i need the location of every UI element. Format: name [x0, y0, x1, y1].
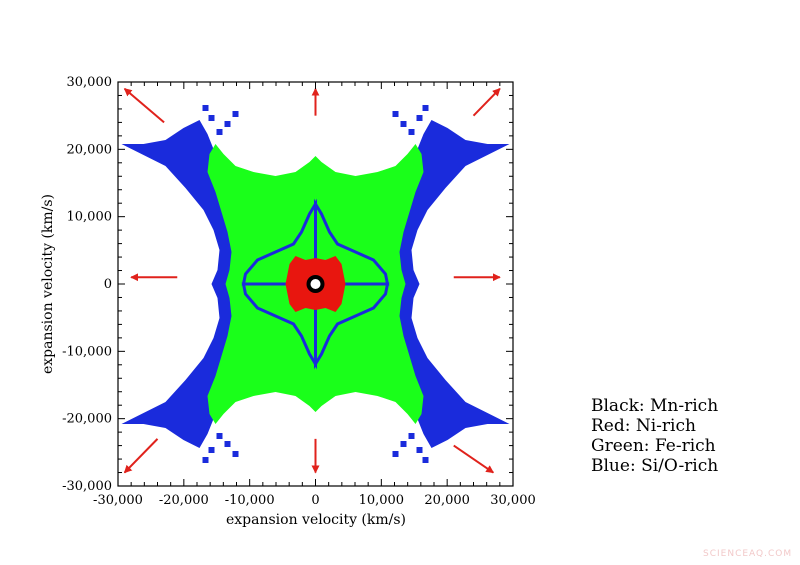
si-o-clump	[422, 105, 429, 111]
si-o-clump	[408, 433, 415, 439]
si-o-clump	[408, 129, 415, 135]
x-tick-label: 10,000	[359, 493, 405, 508]
si-o-clump	[416, 447, 423, 453]
x-tick-labels: -30,000 -20,000 -10,000 0 10,000 20,000 30,000	[93, 493, 536, 508]
abundance-map	[121, 105, 510, 463]
y-tick-label: 20,000	[67, 142, 113, 157]
si-o-clump	[202, 457, 209, 463]
x-axis-title: expansion velocity (km/s)	[226, 512, 406, 528]
si-o-clump	[400, 441, 407, 447]
x-tick-label: -30,000	[93, 493, 143, 508]
si-o-clump	[232, 451, 239, 457]
legend: Black: Mn-rich Red: Ni-rich Green: Fe-ri…	[591, 396, 718, 476]
x-tick-label: 0	[311, 493, 319, 508]
legend-entry-ni: Red: Ni-rich	[591, 416, 696, 436]
x-tick-label: -10,000	[225, 493, 275, 508]
si-o-clump	[392, 111, 399, 117]
si-o-clump	[232, 111, 239, 117]
y-tick-label: 30,000	[67, 75, 113, 90]
y-tick-labels: 30,000 20,000 10,000 0 -10,000 -20,000 -30,000	[62, 75, 112, 494]
expansion-arrow	[123, 87, 165, 124]
si-o-clump	[224, 441, 231, 447]
axis-ticks	[117, 81, 514, 487]
x-tick-label: 20,000	[424, 493, 470, 508]
legend-entry-mn: Black: Mn-rich	[591, 396, 719, 416]
region-si-o-filaments	[241, 198, 390, 370]
expansion-arrow	[472, 88, 501, 117]
expansion-arrow	[123, 438, 159, 474]
expansion-arrow	[453, 444, 495, 474]
si-o-clump	[224, 121, 231, 127]
legend-entry-si: Blue: Si/O-rich	[591, 456, 719, 476]
y-tick-label: -30,000	[62, 479, 112, 494]
si-o-clump	[416, 115, 423, 121]
y-tick-label: -10,000	[62, 344, 112, 359]
si-o-clump	[216, 129, 223, 135]
si-o-clump	[216, 433, 223, 439]
x-tick-label: 30,000	[490, 493, 536, 508]
si-o-clump	[202, 105, 209, 111]
y-tick-label: 0	[104, 277, 112, 292]
si-o-clump	[208, 447, 215, 453]
y-axis-title: expansion velocity (km/s)	[40, 194, 56, 374]
expansion-arrows	[123, 87, 501, 474]
watermark: SCIENCEAQ.COM	[703, 549, 793, 559]
y-tick-label: 10,000	[67, 210, 113, 225]
si-o-clump	[422, 457, 429, 463]
si-o-clump	[392, 451, 399, 457]
x-tick-label: -20,000	[159, 493, 209, 508]
y-tick-label: -20,000	[62, 412, 112, 427]
si-o-clump	[400, 121, 407, 127]
legend-entry-fe: Green: Fe-rich	[591, 436, 716, 456]
si-o-clump	[208, 115, 215, 121]
center-hole	[310, 279, 321, 289]
